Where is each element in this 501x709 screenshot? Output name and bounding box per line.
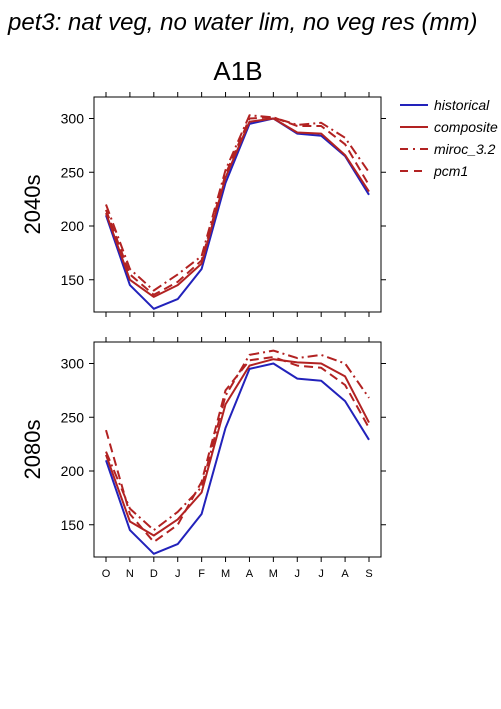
panel-label: 2080s [20, 420, 45, 480]
y-tick-label: 300 [61, 356, 85, 372]
x-tick-label: J [295, 568, 301, 580]
x-tick-label: F [198, 568, 205, 580]
legend-label: pcm1 [433, 163, 468, 179]
series-line-historical [105, 362, 370, 555]
panel-2080s: 150 200 250 300 O N D J F M A M J J A S 2080s [20, 337, 386, 580]
figure-title: pet3: nat veg, no water lim, no veg res … [7, 9, 478, 36]
x-tick-label: N [126, 568, 134, 580]
series-line-miroc_3.2 [105, 349, 370, 532]
series-line-historical [105, 117, 370, 310]
plot-frame [93, 96, 382, 313]
x-tick-label: S [365, 568, 372, 580]
plot-frame [93, 341, 382, 558]
y-tick-label: 250 [61, 164, 85, 180]
y-tick-label: 300 [61, 111, 85, 127]
y-tick-label: 250 [61, 409, 85, 425]
x-tick-label: A [246, 568, 254, 580]
x-tick-label: J [318, 568, 324, 580]
legend-label: miroc_3.2 [434, 141, 496, 157]
y-tick-label: 200 [61, 218, 85, 234]
legend-label: historical [434, 97, 490, 113]
panel-2040s: 150 200 250 300 2040s [20, 92, 386, 317]
panel-label: 2040s [20, 175, 45, 235]
x-tick-label: A [341, 568, 349, 580]
y-tick-label: 150 [61, 517, 85, 533]
panels: 150 200 250 300 2040s 150 200 250 300 O N D J F M A M J J A… [20, 92, 386, 580]
x-tick-label: J [175, 568, 181, 580]
legend: historical composite miroc_3.2 pcm1 [400, 97, 498, 179]
legend-label: composite [434, 119, 498, 135]
scenario-title: A1B [213, 56, 262, 86]
series-line-composite [105, 117, 370, 298]
y-tick-label: 150 [61, 272, 85, 288]
x-tick-label: M [269, 568, 278, 580]
y-tick-label: 200 [61, 463, 85, 479]
x-tick-label: D [150, 568, 158, 580]
series-line-composite [105, 358, 370, 537]
x-tick-label: M [221, 568, 230, 580]
series-line-pcm1 [105, 356, 370, 543]
series-line-miroc_3.2 [105, 114, 370, 292]
x-tick-label: O [102, 568, 111, 580]
